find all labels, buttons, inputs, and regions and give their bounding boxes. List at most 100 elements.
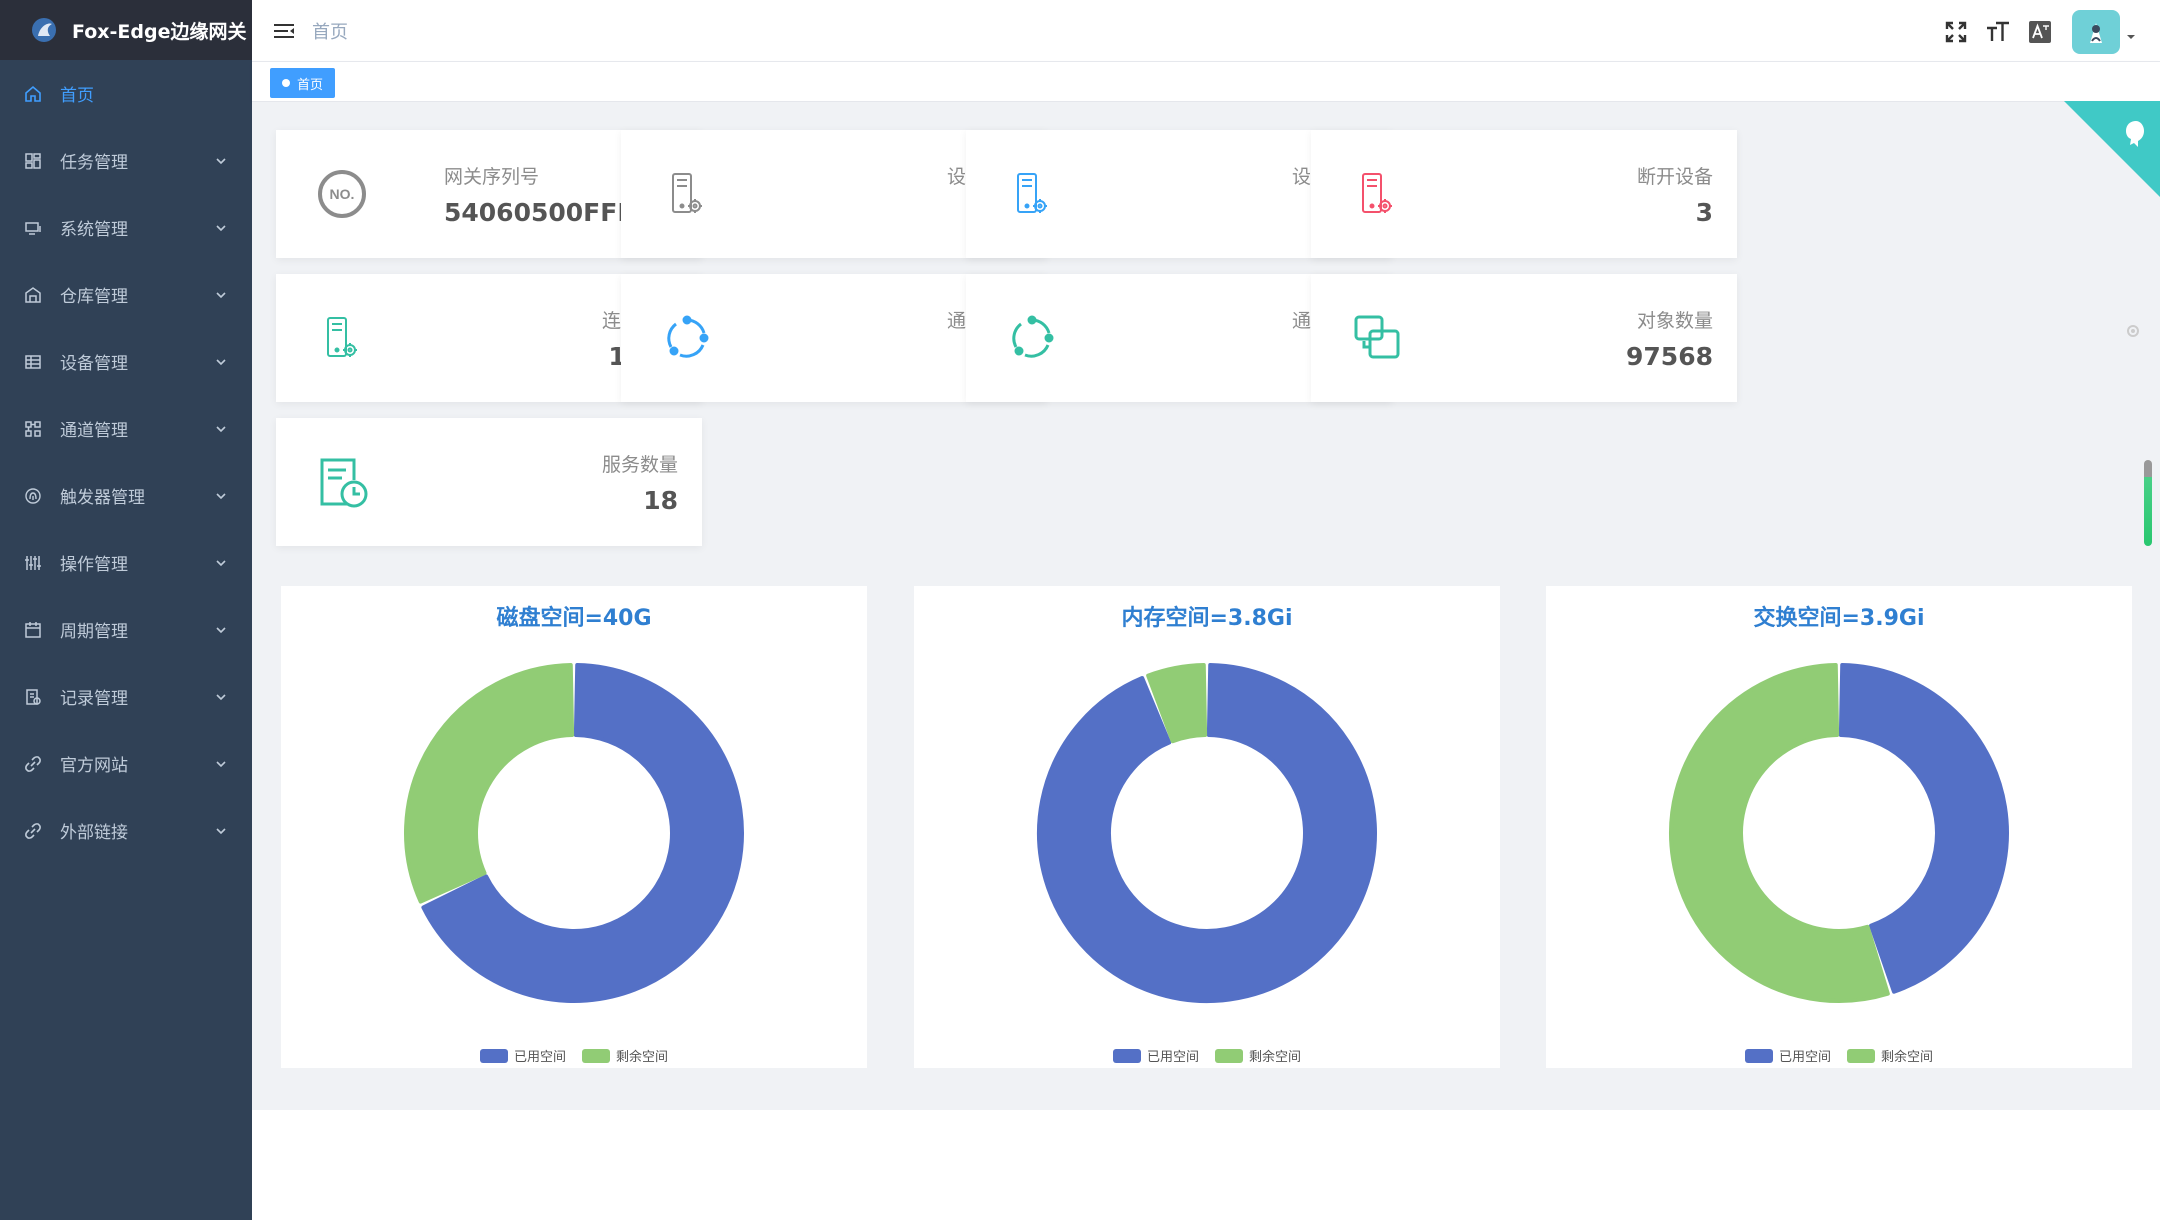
legend-item[interactable]: 剩余空间 [1215,1046,1301,1065]
sidebar-item-label: 设备管理 [60,354,128,374]
pie-slice-free[interactable] [1669,663,1890,1003]
sidebar-item-6[interactable]: 触发器管理 [0,462,252,529]
sidebar-item-label: 首页 [60,86,94,106]
warehouse-icon [24,286,42,304]
sidebar-item-8[interactable]: 周期管理 [0,596,252,663]
legend-label: 剩余空间 [1249,1050,1302,1065]
chevron-down-icon [214,354,228,368]
table-icon [24,353,42,371]
fingerprint-icon [24,487,42,505]
pie-slice-used[interactable] [421,663,744,1003]
legend-swatch [479,1048,508,1063]
settings-gear-icon[interactable] [2124,322,2142,340]
home-icon [24,85,42,103]
channel-type-icon [1004,310,1060,366]
pie-slice-free[interactable] [404,663,575,904]
svg-text:NO.: NO. [330,186,355,202]
sidebar-item-4[interactable]: 设备管理 [0,328,252,395]
legend-swatch [582,1048,610,1063]
chart-panel: 内存空间=3.8Gi 已用空间 剩余空间 [914,586,1500,1068]
chart-legend: 已用空间 剩余空间 [914,1046,1500,1065]
legend-swatch [1112,1048,1141,1063]
sidebar-item-11[interactable]: 外部链接 [0,797,252,864]
sidebar-item-1[interactable]: 任务管理 [0,127,252,194]
stat-label: 对象数量 [1636,310,1713,332]
dashboard-icon [24,152,42,170]
active-tag-dot [282,79,290,87]
chevron-down-icon [214,287,228,301]
chart-title: 交换空间=3.9Gi [1753,606,1925,631]
fullscreen-icon[interactable] [1942,18,1970,46]
sidebar-item-label: 官方网站 [60,756,128,776]
legend-item[interactable]: 已用空间 [1744,1046,1831,1065]
legend-item[interactable]: 已用空间 [479,1046,566,1065]
chevron-down-icon [214,555,228,569]
sidebar-item-label: 通道管理 [60,421,128,441]
serial-number-icon: NO. [314,166,370,222]
app-title: Fox-Edge边缘网关 [72,20,247,43]
sidebar-item-3[interactable]: 仓库管理 [0,261,252,328]
language-icon[interactable] [2026,18,2054,46]
chart-legend: 已用空间 剩余空间 [281,1046,867,1065]
pie-slice-used[interactable] [1838,663,2009,994]
sidebar-item-label: 系统管理 [60,220,128,240]
chevron-down-icon [214,823,228,837]
sidebar-item-9[interactable]: 记录管理 [0,663,252,730]
legend-item[interactable]: 剩余空间 [582,1046,668,1065]
tag-home[interactable]: 首页 [270,68,336,98]
legend-swatch [1744,1048,1773,1063]
donut-chart [404,663,744,1003]
legend-item[interactable]: 剩余空间 [1847,1046,1933,1065]
stat-card[interactable]: 服务数量 18 [276,418,702,546]
chevron-down-icon [214,689,228,703]
caret-down-icon[interactable] [2126,27,2136,39]
scrollbar-thumb[interactable] [2144,460,2152,546]
donut-chart [1669,663,2009,1003]
legend-item[interactable]: 已用空间 [1112,1046,1199,1065]
sidebar-item-label: 周期管理 [60,622,128,642]
stat-card[interactable]: 对象数量 97568 [1311,274,1737,402]
stat-label: 网关序列号 [444,166,540,188]
chevron-down-icon [214,153,228,167]
link-icon [24,822,42,840]
legend-swatch [1847,1048,1875,1063]
sidebar-item-label: 操作管理 [60,555,128,575]
channel-icon [24,420,42,438]
logo-bar[interactable]: Fox-Edge边缘网关 [0,0,252,60]
sidebar-item-label: 仓库管理 [60,287,128,307]
github-corner-icon[interactable] [2064,101,2160,197]
stat-card[interactable]: 断开设备 3 [1311,130,1737,258]
sidebar-item-7[interactable]: 操作管理 [0,529,252,596]
sidebar-item-0[interactable]: 首页 [0,60,252,127]
hamburger-icon[interactable] [272,20,296,44]
legend-label: 已用空间 [1778,1050,1831,1065]
sidebar-item-label: 任务管理 [60,153,128,173]
pie-slice-used[interactable] [1037,663,1377,1003]
avatar[interactable] [2072,10,2120,54]
service-count-icon [314,454,370,510]
stat-value: 3 [1695,198,1713,227]
stat-label: 断开设备 [1636,166,1713,188]
record-icon [24,688,42,706]
font-size-icon[interactable] [1984,18,2012,46]
chevron-down-icon [214,220,228,234]
pie-slice-free[interactable] [1146,663,1208,744]
sidebar: Fox-Edge边缘网关 首页任务管理系统管理仓库管理设备管理通道管理触发器管理… [0,0,252,1220]
device-connected-icon [314,310,370,366]
legend-label: 剩余空间 [616,1050,669,1065]
breadcrumb[interactable]: 首页 [312,22,348,43]
legend-label: 已用空间 [513,1050,566,1065]
chevron-down-icon [214,756,228,770]
legend-swatch [1215,1048,1243,1063]
chevron-down-icon [214,488,228,502]
link-icon [24,755,42,773]
donut-chart [1037,663,1377,1003]
sidebar-item-10[interactable]: 官方网站 [0,730,252,797]
device-icon [659,166,715,222]
stat-value: 97568 [1626,342,1713,371]
chart-panel: 交换空间=3.9Gi 已用空间 剩余空间 [1546,586,2132,1068]
sidebar-item-5[interactable]: 通道管理 [0,395,252,462]
device-type-icon [1004,166,1060,222]
sidebar-item-2[interactable]: 系统管理 [0,194,252,261]
main-content: NO.网关序列号54060500FFFB8B0F设备总数967设备种类8断开设备… [252,102,2160,1110]
